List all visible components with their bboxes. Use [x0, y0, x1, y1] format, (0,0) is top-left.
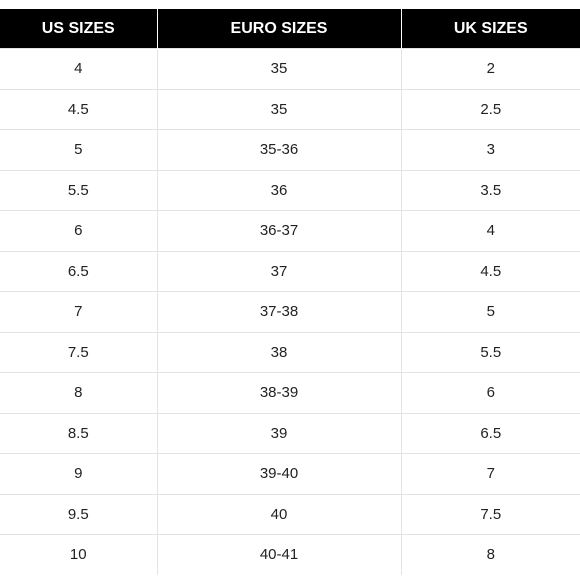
table-row: 9 39-40 7 — [0, 453, 580, 494]
uk-size-cell: 4.5 — [400, 250, 580, 292]
us-size-cell: 7.5 — [0, 331, 157, 373]
euro-size-cell: 37-38 — [156, 291, 401, 332]
us-size-cell: 5.5 — [0, 169, 157, 211]
table-row: 6 36-37 4 — [0, 210, 580, 251]
table-row: 4 35 2 — [0, 48, 580, 89]
us-size-cell: 4 — [0, 48, 157, 89]
euro-size-cell: 38 — [156, 331, 401, 373]
euro-size-cell: 36-37 — [156, 210, 401, 251]
us-size-cell: 8 — [0, 372, 157, 413]
uk-size-cell: 7 — [400, 453, 580, 494]
uk-size-cell: 4 — [400, 210, 580, 251]
uk-size-cell: 5.5 — [400, 331, 580, 373]
us-size-cell: 7 — [0, 291, 157, 332]
euro-size-cell: 40-41 — [156, 534, 401, 575]
table-row: 6.5 37 4.5 — [0, 250, 580, 292]
table-row: 8 38-39 6 — [0, 372, 580, 413]
table-row: 10 40-41 8 — [0, 534, 580, 575]
euro-size-cell: 39 — [156, 412, 401, 454]
table-header: US SIZES EURO SIZES UK SIZES — [0, 9, 580, 49]
table-row: 5 35-36 3 — [0, 129, 580, 170]
euro-size-cell: 36 — [156, 169, 401, 211]
uk-size-cell: 6.5 — [400, 412, 580, 454]
us-size-cell: 10 — [0, 534, 157, 575]
euro-size-cell: 39-40 — [156, 453, 401, 494]
euro-size-cell: 37 — [156, 250, 401, 292]
table-row: 8.5 39 6.5 — [0, 412, 580, 454]
uk-size-cell: 5 — [400, 291, 580, 332]
euro-size-cell: 35-36 — [156, 129, 401, 170]
uk-size-cell: 3.5 — [400, 169, 580, 211]
table-row: 7.5 38 5.5 — [0, 331, 580, 373]
euro-size-cell: 35 — [156, 48, 401, 89]
uk-size-cell: 2 — [400, 48, 580, 89]
euro-size-cell: 35 — [156, 88, 401, 130]
table-row: 4.5 35 2.5 — [0, 88, 580, 130]
table-row: 7 37-38 5 — [0, 291, 580, 332]
euro-size-cell: 38-39 — [156, 372, 401, 413]
us-size-cell: 9.5 — [0, 493, 157, 535]
table-body: 4 35 2 4.5 35 2.5 5 35-36 3 5.5 36 3.5 6 36-37 4 6.5 37 4… — [0, 48, 580, 575]
us-size-cell: 4.5 — [0, 88, 157, 130]
us-size-cell: 5 — [0, 129, 157, 170]
us-size-cell: 9 — [0, 453, 157, 494]
size-table: US SIZES EURO SIZES UK SIZES 4 35 2 4.5 35 2.… — [0, 9, 580, 575]
uk-size-cell: 7.5 — [400, 493, 580, 535]
uk-size-cell: 2.5 — [400, 88, 580, 130]
uk-size-cell: 8 — [400, 534, 580, 575]
us-size-cell: 6 — [0, 210, 157, 251]
header-euro-sizes: EURO SIZES — [156, 9, 401, 49]
header-us-sizes: US SIZES — [0, 9, 157, 49]
table-row: 5.5 36 3.5 — [0, 169, 580, 211]
uk-size-cell: 3 — [400, 129, 580, 170]
uk-size-cell: 6 — [400, 372, 580, 413]
us-size-cell: 8.5 — [0, 412, 157, 454]
euro-size-cell: 40 — [156, 493, 401, 535]
us-size-cell: 6.5 — [0, 250, 157, 292]
table-row: 9.5 40 7.5 — [0, 493, 580, 535]
header-row: US SIZES EURO SIZES UK SIZES — [0, 9, 580, 49]
header-uk-sizes: UK SIZES — [400, 9, 580, 49]
